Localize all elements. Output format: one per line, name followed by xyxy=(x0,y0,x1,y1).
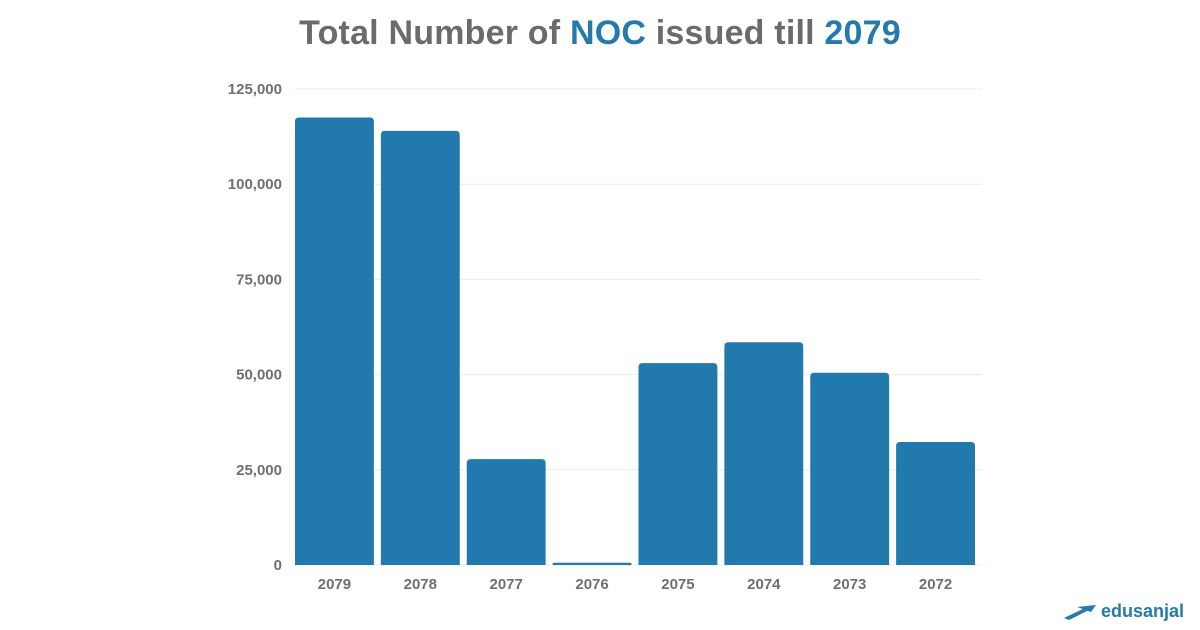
bar-2077 xyxy=(466,459,546,565)
x-tick-label: 2078 xyxy=(404,576,437,593)
y-axis-ticks: 0 25,000 50,000 75,000 100,000 125,000 xyxy=(228,81,282,574)
x-tick-label: 2074 xyxy=(747,576,781,593)
y-tick-label: 0 xyxy=(274,557,282,574)
bar-2075 xyxy=(638,363,718,565)
title-part-3: issued till xyxy=(646,14,825,52)
y-tick-label: 25,000 xyxy=(236,462,282,479)
title-part-1: Total Number of xyxy=(299,14,570,52)
x-tick-label: 2076 xyxy=(575,576,608,593)
edusanjal-logo: edusanjal xyxy=(1063,601,1184,622)
x-tick-label: 2072 xyxy=(919,576,952,593)
x-tick-label: 2075 xyxy=(661,576,694,593)
bar-2073 xyxy=(810,372,890,565)
title-part-2: NOC xyxy=(569,14,647,52)
title-part-4: 2079 xyxy=(824,14,901,52)
bar-2074 xyxy=(724,342,804,565)
y-tick-label: 100,000 xyxy=(228,176,282,193)
bar-2079 xyxy=(295,117,374,565)
y-tick-label: 50,000 xyxy=(236,367,282,384)
y-tick-label: 75,000 xyxy=(236,271,282,288)
x-axis-ticks: 2079 2078 2077 2076 2075 2074 2073 2072 xyxy=(318,576,953,593)
graduation-cap-icon xyxy=(1063,604,1096,620)
logo-text: edusanjal xyxy=(1100,601,1184,621)
bar-2072 xyxy=(896,442,975,565)
x-tick-label: 2077 xyxy=(490,576,523,593)
x-tick-label: 2073 xyxy=(833,576,866,593)
y-tick-label: 125,000 xyxy=(228,81,282,98)
bar-2076 xyxy=(552,562,632,565)
bars xyxy=(295,117,975,565)
chart-title: Total Number of NOC issued till 2079 xyxy=(0,14,1200,53)
x-tick-label: 2079 xyxy=(318,576,351,593)
bar-2078 xyxy=(380,130,460,565)
